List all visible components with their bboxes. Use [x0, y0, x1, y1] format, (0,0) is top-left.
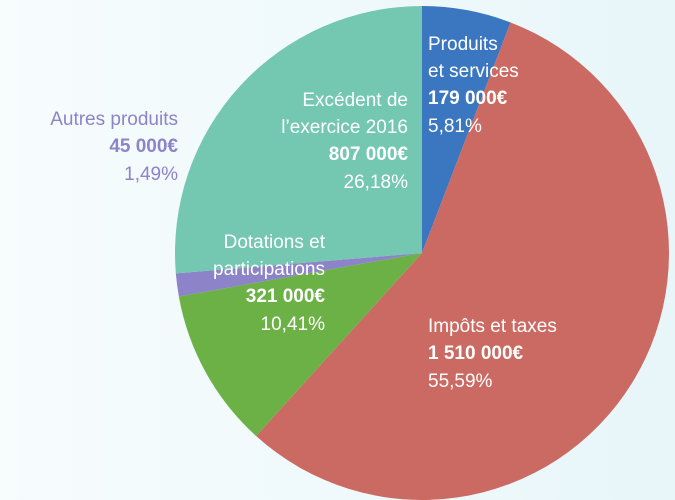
pie-slice: [178, 253, 422, 436]
value-label: 5,81%: [428, 116, 482, 137]
value-label: 1,49%: [124, 164, 178, 185]
pie-slice: [175, 6, 422, 274]
slice-label: Dotations et: [224, 232, 326, 253]
slice-label: participations: [213, 259, 325, 280]
amount-label: 321 000€: [246, 286, 326, 307]
slice-label: Excédent de: [302, 90, 408, 111]
slice-label: Impôts et taxes: [428, 316, 557, 337]
value-label: 55,59%: [428, 371, 493, 392]
slice-label: l’exercice 2016: [281, 117, 408, 138]
slice-label: et services: [428, 61, 519, 82]
amount-label: 807 000€: [329, 144, 409, 165]
value-label: 26,18%: [344, 172, 409, 193]
pie-slice: [422, 6, 511, 253]
value-label: 10,41%: [261, 314, 326, 335]
pie-slice: [175, 253, 422, 297]
slice-label: Autres produits: [50, 109, 178, 130]
amount-label: 1 510 000€: [428, 343, 524, 364]
amount-label: 179 000€: [428, 88, 508, 109]
slice-label: Produits: [428, 34, 498, 55]
pie-slice: [256, 22, 670, 500]
amount-label: 45 000€: [109, 136, 178, 157]
